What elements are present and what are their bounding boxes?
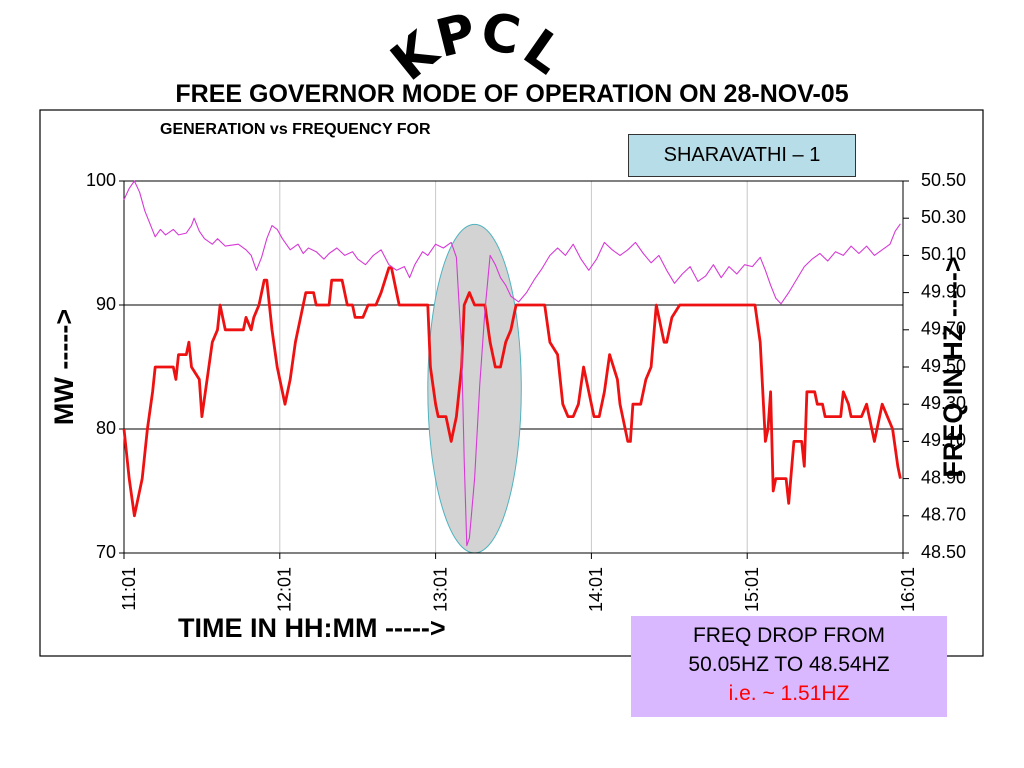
- x-axis-label: TIME IN HH:MM ----->: [178, 613, 446, 643]
- y-tick-label: 80: [96, 418, 116, 438]
- y2-tick-label: 49.70: [921, 319, 966, 339]
- y2-tick-label: 50.30: [921, 207, 966, 227]
- y2-tick-label: 48.90: [921, 467, 966, 487]
- x-tick-label: 15:01: [742, 567, 762, 612]
- chart-title: GENERATION vs FREQUENCY FOR: [160, 121, 431, 138]
- freq-drop-line3: i.e. ~ 1.51HZ: [728, 682, 850, 705]
- y2-tick-label: 49.30: [921, 393, 966, 413]
- highlight-ellipse: [427, 223, 522, 554]
- y2-axis-label: FREQ IN HZ ----->: [938, 256, 968, 477]
- x-tick-label: 12:01: [275, 567, 295, 612]
- y2-tick-label: 50.10: [921, 244, 966, 264]
- y2-tick-label: 48.70: [921, 505, 966, 525]
- y2-tick-label: 49.90: [921, 281, 966, 301]
- y2-tick-label: 48.50: [921, 542, 966, 562]
- freq-drop-note: FREQ DROP FROM 50.05HZ TO 48.54HZ i.e. ~…: [631, 616, 947, 717]
- x-tick-label: 14:01: [586, 567, 606, 612]
- x-tick-label: 16:01: [898, 567, 918, 612]
- unit-label-box: SHARAVATHI – 1: [628, 134, 856, 177]
- page-title: FREE GOVERNOR MODE OF OPERATION ON 28-NO…: [175, 80, 849, 108]
- y-axis-label: MW ----->: [49, 309, 79, 425]
- mw-series-line: [122, 266, 902, 518]
- y-tick-label: 70: [96, 542, 116, 562]
- y2-tick-label: 50.50: [921, 170, 966, 190]
- y-tick-label: 90: [96, 294, 116, 314]
- y-tick-label: 100: [86, 170, 116, 190]
- freq-series-line: [123, 180, 901, 547]
- freq-drop-line1: FREQ DROP FROM: [692, 624, 886, 647]
- x-tick-label: 13:01: [430, 567, 450, 612]
- freq-drop-line2: 50.05HZ TO 48.54HZ: [688, 653, 890, 676]
- x-tick-label: 11:01: [119, 567, 139, 611]
- y2-tick-label: 49.50: [921, 356, 966, 376]
- y2-tick-label: 49.10: [921, 430, 966, 450]
